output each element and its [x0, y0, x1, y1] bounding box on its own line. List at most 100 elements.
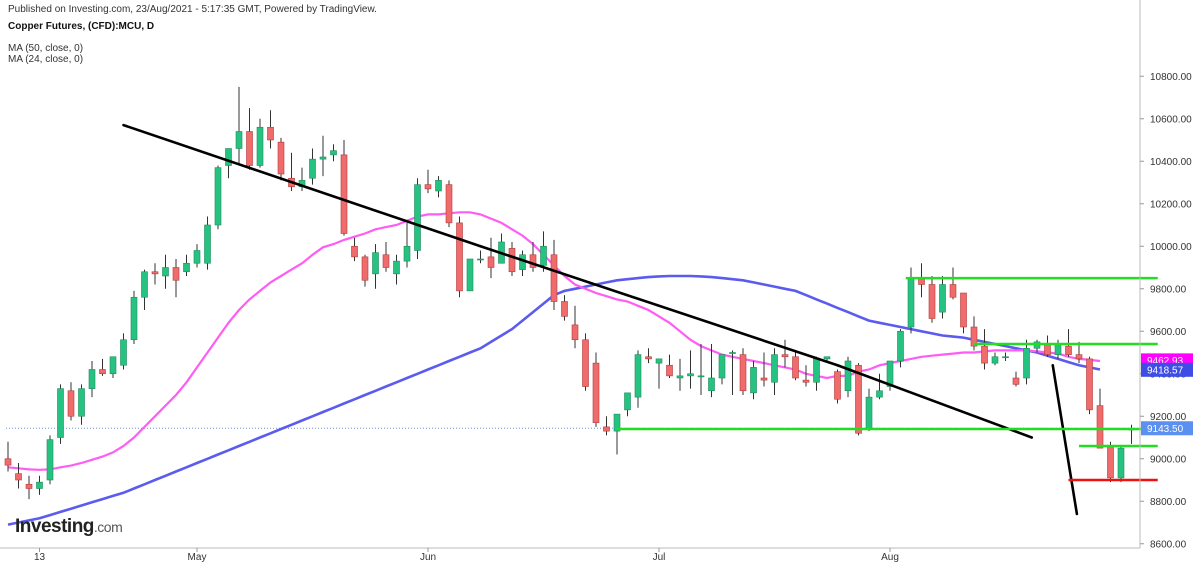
- trendline: [479, 244, 839, 367]
- y-tick-label: 10600.00: [1150, 114, 1192, 125]
- candle-body: [928, 284, 936, 319]
- candle-body: [361, 256, 369, 281]
- y-tick-label: 10800.00: [1150, 72, 1192, 83]
- candle-body: [1107, 445, 1114, 479]
- overlay-lines: [122, 123, 1158, 516]
- candle-body: [424, 184, 432, 190]
- candle-body: [739, 354, 747, 392]
- candle-body: [88, 369, 96, 389]
- candle-body: [456, 222, 463, 292]
- candle-body: [855, 364, 862, 434]
- candle-body: [57, 388, 64, 438]
- candle-body: [1065, 345, 1072, 355]
- candle-body: [78, 388, 85, 417]
- candle-body: [676, 375, 684, 379]
- candle-body: [939, 284, 946, 313]
- candle-body: [46, 439, 54, 481]
- candle-body: [792, 356, 799, 379]
- price-label-bg: [1141, 421, 1193, 436]
- price-label: 9418.57: [1147, 365, 1184, 376]
- candle-body: [529, 254, 537, 268]
- candles[interactable]: [4, 86, 1135, 500]
- price-label: 9143.50: [1147, 424, 1184, 435]
- candle-body: [120, 339, 127, 366]
- candle-body: [687, 373, 694, 377]
- candle-body: [729, 352, 736, 354]
- candle-body: [277, 141, 285, 175]
- candle-body: [25, 483, 33, 489]
- candle-body: [4, 458, 12, 466]
- candle-body: [1023, 347, 1030, 379]
- candle-body: [1054, 343, 1062, 355]
- published-note: Published on Investing.com, 23/Aug/2021 …: [8, 4, 377, 15]
- candle-body: [225, 148, 232, 166]
- price-label-bg: [1141, 362, 1193, 377]
- candle-body: [246, 131, 253, 166]
- x-tick-label: Jun: [420, 552, 436, 563]
- candle-body: [193, 250, 201, 264]
- candle-body: [162, 267, 169, 277]
- y-tick-label: 9600.00: [1150, 327, 1187, 338]
- candle-body: [960, 292, 967, 328]
- candle-body: [949, 284, 957, 298]
- candle-body: [981, 345, 988, 364]
- candle-body: [802, 379, 810, 383]
- candle-body: [991, 356, 999, 364]
- candle-body: [897, 330, 904, 362]
- candle-body: [235, 131, 243, 149]
- candle-body: [1044, 343, 1051, 355]
- logo-main: Investing: [15, 516, 94, 537]
- candle-body: [151, 271, 159, 275]
- candle-body: [834, 371, 841, 400]
- candle-body: [445, 184, 453, 224]
- candle-body: [970, 326, 978, 347]
- candle-body: [561, 301, 568, 317]
- candle-body: [267, 126, 274, 141]
- ma24-legend: MA (24, close, 0): [8, 54, 84, 65]
- logo-suffix: .com: [93, 519, 123, 535]
- candle-body: [1002, 356, 1009, 359]
- candle-body: [109, 356, 117, 375]
- candle-body: [204, 224, 211, 264]
- candle-body: [351, 245, 358, 258]
- candle-body: [823, 356, 831, 360]
- y-tick-label: 10400.00: [1150, 157, 1192, 168]
- candle-body: [414, 184, 421, 251]
- candle-body: [319, 156, 327, 160]
- candle-body: [36, 481, 43, 489]
- candle-body: [487, 256, 495, 268]
- candle-body: [508, 248, 516, 273]
- y-tick-label: 9200.00: [1150, 412, 1187, 423]
- candle-body: [655, 358, 663, 364]
- candle-body: [718, 354, 726, 379]
- candle-body: [67, 390, 75, 417]
- candle-body: [183, 262, 190, 273]
- candle-body: [550, 254, 558, 302]
- candle-body: [435, 180, 442, 192]
- candle-body: [613, 413, 621, 432]
- x-tick-label: 13: [34, 552, 46, 563]
- y-tick-label: 10200.00: [1150, 199, 1192, 210]
- candle-body: [760, 377, 768, 381]
- candle-body: [624, 392, 631, 411]
- candle-body: [330, 150, 337, 156]
- candle-body: [886, 360, 894, 387]
- candle-body: [844, 360, 852, 392]
- price-label: 9462.93: [1147, 356, 1184, 367]
- candle-body: [634, 354, 642, 398]
- candle-body: [214, 167, 222, 226]
- candle-body: [130, 296, 138, 341]
- x-tick-label: Aug: [881, 552, 899, 563]
- candle-body: [309, 158, 316, 179]
- candle-body: [1075, 354, 1083, 360]
- candle-body: [99, 369, 106, 375]
- candle-body: [750, 367, 757, 394]
- investing-logo: Investing.com: [15, 516, 123, 538]
- candle-body: [582, 339, 589, 387]
- candle-body: [781, 354, 789, 358]
- y-tick-label: 9000.00: [1150, 454, 1187, 465]
- y-tick-label: 8800.00: [1150, 497, 1187, 508]
- y-tick-label: 10000.00: [1150, 242, 1192, 253]
